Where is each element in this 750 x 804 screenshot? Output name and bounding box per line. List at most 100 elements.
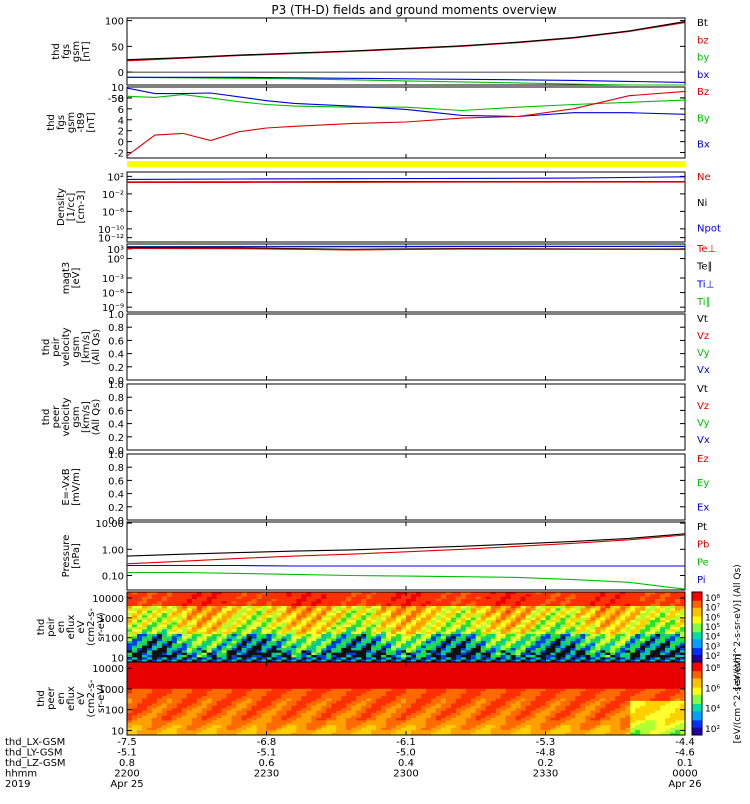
spectrogram-cell xyxy=(416,611,421,614)
spectrogram-cell xyxy=(182,641,187,644)
spectrogram-cell xyxy=(361,606,366,609)
spectrogram-cell xyxy=(142,627,147,630)
spectrogram-cell xyxy=(391,622,396,625)
spectrogram-cell xyxy=(252,597,257,600)
spectrogram-cell xyxy=(411,618,416,621)
spectrogram-cell xyxy=(152,669,157,672)
spectrogram-cell xyxy=(281,723,286,726)
spectrogram-cell xyxy=(466,618,471,621)
spectrogram-cell xyxy=(476,613,481,616)
spectrogram-cell xyxy=(127,669,132,672)
spectrogram-cell xyxy=(247,664,252,667)
spectrogram-cell xyxy=(346,608,351,611)
spectrogram-cell xyxy=(421,622,426,625)
spectrogram-cell xyxy=(546,611,551,614)
spectrogram-cell xyxy=(271,677,276,680)
spectrogram-cell xyxy=(212,657,217,660)
spectrogram-cell xyxy=(406,650,411,653)
spectrogram-cell xyxy=(276,706,281,709)
spectrogram-cell xyxy=(361,599,366,602)
spectrogram-cell xyxy=(600,646,605,649)
spectrogram-cell xyxy=(267,613,272,616)
spectrogram-cell xyxy=(132,699,137,702)
spectrogram-cell xyxy=(565,636,570,639)
spectrogram-cell xyxy=(177,601,182,604)
spectrogram-cell xyxy=(152,601,157,604)
spectrogram-cell xyxy=(456,655,461,658)
spectrogram-cell xyxy=(670,599,675,602)
spectrogram-cell xyxy=(242,655,247,658)
spectrogram-cell xyxy=(536,648,541,651)
spectrogram-cell xyxy=(411,627,416,630)
spectrogram-cell xyxy=(197,604,202,607)
spectrogram-cell xyxy=(132,632,137,635)
spectrogram-cell xyxy=(232,632,237,635)
spectrogram-cell xyxy=(675,615,680,618)
spectrogram-cell xyxy=(311,674,316,677)
spectrogram-cell xyxy=(217,696,222,699)
spectrogram-cell xyxy=(580,604,585,607)
spectrogram-cell xyxy=(595,622,600,625)
spectrogram-cell xyxy=(207,641,212,644)
spectrogram-cell xyxy=(615,657,620,660)
panel-frame xyxy=(127,18,685,85)
spectrogram-cell xyxy=(162,646,167,649)
spectrogram-cell xyxy=(257,615,262,618)
spectrogram-cell xyxy=(675,634,680,637)
spectrogram-cell xyxy=(152,643,157,646)
spectrogram-cell xyxy=(346,606,351,609)
spectrogram-cell xyxy=(147,728,152,731)
spectrogram-cell xyxy=(665,650,670,653)
spectrogram-cell xyxy=(645,632,650,635)
spectrogram-cell xyxy=(142,725,147,728)
spectrogram-cell xyxy=(152,713,157,716)
spectrogram-cell xyxy=(655,632,660,635)
spectrogram-cell xyxy=(366,641,371,644)
spectrogram-cell xyxy=(580,657,585,660)
spectrogram-cell xyxy=(436,599,441,602)
spectrogram-cell xyxy=(296,708,301,711)
spectrogram-cell xyxy=(351,653,356,656)
spectrogram-cell xyxy=(386,611,391,614)
spectrogram-cell xyxy=(506,655,511,658)
spectrogram-cell xyxy=(301,674,306,677)
spectrogram-cell xyxy=(271,703,276,706)
spectrogram-cell xyxy=(167,696,172,699)
spectrogram-cell xyxy=(421,648,426,651)
spectrogram-cell xyxy=(311,713,316,716)
spectrogram-cell xyxy=(182,634,187,637)
spectrogram-cell xyxy=(486,611,491,614)
spectrogram-cell xyxy=(306,669,311,672)
spectrogram-cell xyxy=(132,708,137,711)
spectrogram-cell xyxy=(197,646,202,649)
spectrogram-cell xyxy=(471,625,476,628)
spectrogram-cell xyxy=(137,725,142,728)
spectrogram-cell xyxy=(361,641,366,644)
spectrogram-cell xyxy=(670,611,675,614)
spectrogram-cell xyxy=(511,599,516,602)
spectrogram-cell xyxy=(192,672,197,675)
spectrogram-cell xyxy=(202,667,207,670)
spectrogram-cell xyxy=(471,615,476,618)
spectrogram-cell xyxy=(227,639,232,642)
spectrogram-cell xyxy=(381,629,386,632)
spectrogram-cell xyxy=(531,657,536,660)
spectrogram-cell xyxy=(142,677,147,680)
spectrogram-cell xyxy=(137,703,142,706)
spectrogram-cell xyxy=(276,620,281,623)
spectrogram-cell xyxy=(590,657,595,660)
spectrogram-cell xyxy=(152,606,157,609)
spectrogram-cell xyxy=(326,667,331,670)
spectrogram-cell xyxy=(655,627,660,630)
spectrogram-cell xyxy=(212,643,217,646)
spectrogram-cell xyxy=(675,608,680,611)
spectrogram-cell xyxy=(306,696,311,699)
spectrogram-cell xyxy=(506,657,511,660)
spectrogram-cell xyxy=(391,618,396,621)
spectrogram-cell xyxy=(157,643,162,646)
spectrogram-cell xyxy=(351,655,356,658)
spectrogram-cell xyxy=(416,601,421,604)
spectrogram-cell xyxy=(336,648,341,651)
spectrogram-cell xyxy=(182,632,187,635)
spectrogram-cell xyxy=(401,622,406,625)
